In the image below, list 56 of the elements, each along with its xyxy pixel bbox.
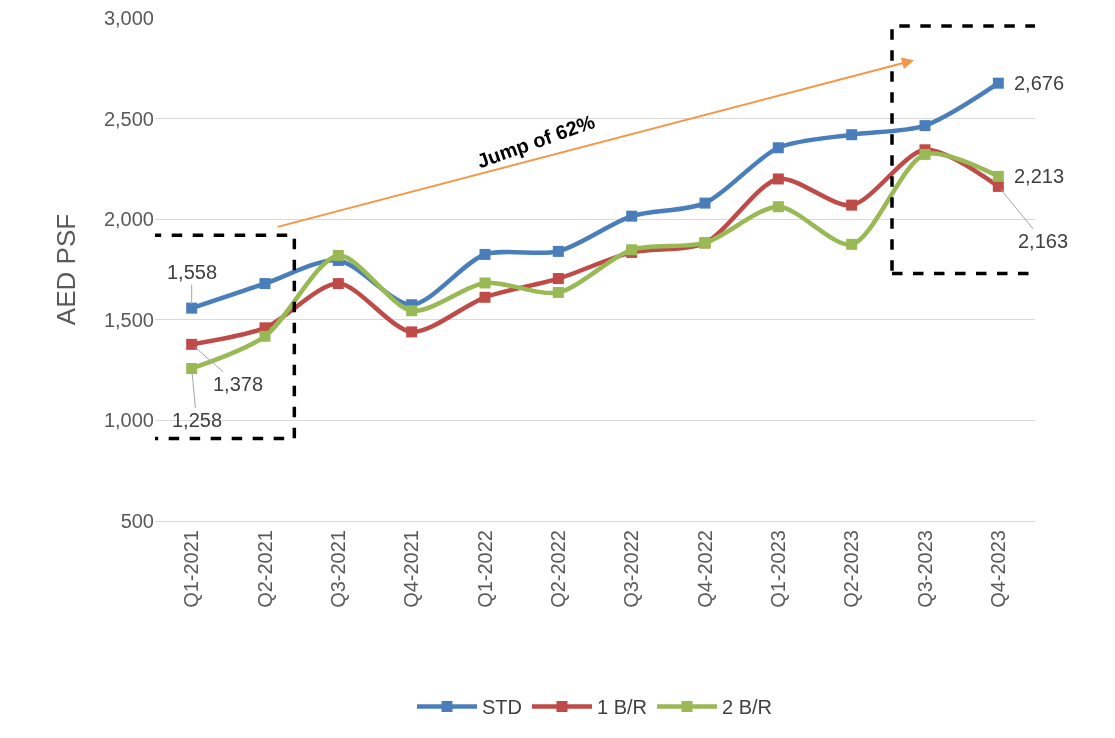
data-label: 1,258 — [172, 409, 223, 431]
point — [772, 173, 784, 185]
x-tick-label: Q4-2021 — [400, 530, 423, 608]
point — [332, 278, 344, 290]
point — [259, 278, 271, 290]
point — [186, 302, 198, 314]
point — [479, 248, 491, 260]
point — [919, 148, 931, 160]
data-label: 1,378 — [213, 373, 264, 395]
point — [772, 201, 784, 213]
legend-label: STD — [482, 696, 522, 719]
x-tick-label: Q2-2021 — [253, 530, 276, 608]
point — [846, 129, 858, 141]
point — [479, 277, 491, 289]
x-tick-label: Q4-2023 — [986, 530, 1009, 608]
data-label: 2,213 — [1014, 165, 1065, 187]
point — [992, 77, 1004, 89]
point — [552, 245, 564, 257]
x-tick-label: Q2-2023 — [840, 530, 863, 608]
point — [846, 238, 858, 250]
x-tick-label: Q4-2022 — [693, 530, 716, 608]
y-tick-label: 2,000 — [103, 208, 154, 231]
point — [259, 330, 271, 342]
point — [919, 120, 931, 132]
legend-label: 1 B/R — [597, 696, 648, 719]
point — [332, 249, 344, 261]
x-tick-label: Q1-2022 — [473, 530, 496, 608]
x-tick-label: Q3-2021 — [326, 530, 349, 608]
x-tick-label: Q3-2023 — [913, 530, 936, 608]
point — [552, 286, 564, 298]
point — [479, 291, 491, 303]
point — [186, 338, 198, 350]
x-tick-label: Q1-2021 — [180, 530, 203, 608]
point — [699, 197, 711, 209]
y-tick-label: 1,000 — [103, 409, 154, 432]
point — [846, 199, 858, 211]
point — [406, 305, 418, 317]
data-label: 1,558 — [167, 261, 218, 283]
point — [992, 170, 1004, 182]
point — [552, 273, 564, 285]
x-tick-label: Q3-2022 — [620, 530, 643, 608]
point — [626, 210, 638, 222]
y-tick-label: 2,500 — [103, 107, 154, 130]
y-tick-label: 500 — [120, 510, 154, 532]
data-label: 2,163 — [1018, 230, 1069, 252]
annotation: Jump of 62% — [473, 110, 598, 173]
point — [772, 142, 784, 154]
y-tick-label: 3,000 — [103, 7, 154, 29]
legend-label: 2 B/R — [722, 696, 773, 719]
point — [406, 326, 418, 338]
data-label: 2,676 — [1014, 72, 1065, 94]
y-axis-title: AED PSF — [51, 213, 82, 326]
y-tick-label: 1,500 — [103, 308, 154, 331]
point — [186, 362, 198, 374]
x-tick-label: Q2-2022 — [546, 530, 569, 608]
x-tick-label: Q1-2023 — [766, 530, 789, 608]
